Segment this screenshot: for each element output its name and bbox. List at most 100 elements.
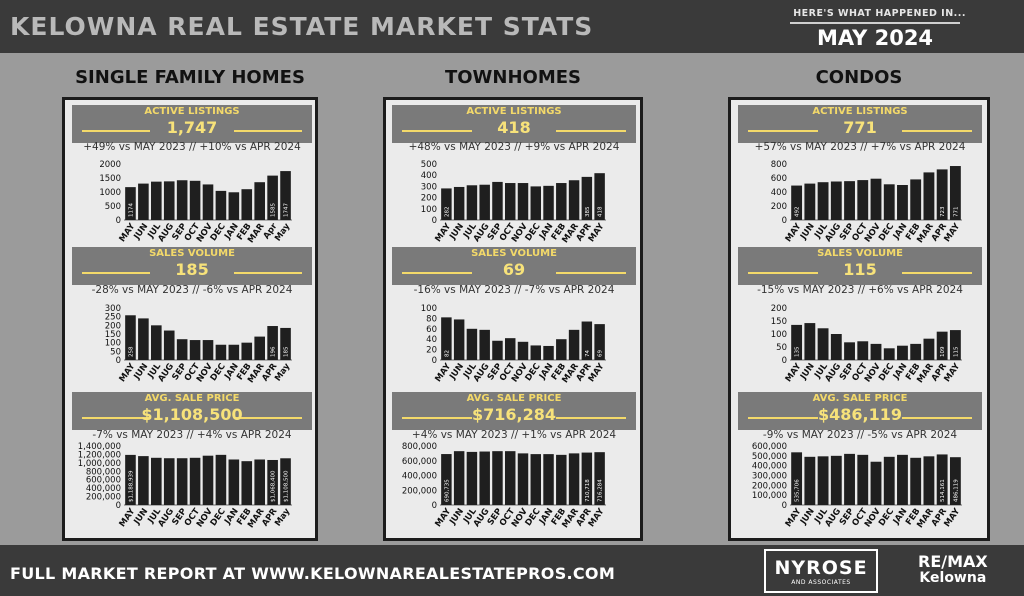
footer-bar: FULL MARKET REPORT AT WWW.KELOWNAREALEST… [0,545,1024,596]
bar-feb [910,179,922,220]
y-tick-label: 20 [426,346,437,356]
metric-line-right [234,417,302,419]
x-tick-label: MAY [942,221,962,244]
bar-may [441,317,452,360]
x-tick-label: MAY [587,221,607,244]
bar-nov [202,340,214,360]
bar-mar [568,329,580,360]
x-tick-label: MAY [587,506,607,529]
bar-feb [556,183,567,220]
y-tick-label: 0 [782,356,787,366]
bar-sep [176,458,188,505]
data-label: 1174 [128,203,134,217]
metric-label: SALES VOLUME [149,248,235,259]
y-tick-label: 100 [105,339,121,349]
page-title: KELOWNA REAL ESTATE MARKET STATS [10,12,594,41]
bar-may [125,454,136,505]
bar-oct [189,457,201,505]
bar-jul [466,328,478,360]
data-label: $1,108,500 [284,470,290,502]
y-tick-label: 150 [105,330,121,340]
bar-apr [581,452,593,505]
bar-dec [530,186,542,220]
metric-label: AVG. SALE PRICE [144,393,240,404]
bar-jul [466,451,478,505]
bar-aug [830,455,842,505]
bar-apr [581,321,593,360]
y-tick-label: 100,000 [752,491,787,501]
bar-may [791,452,803,505]
bar-chart-th-price: 0200,000400,000600,000800,000690,735MAYJ… [402,442,607,530]
x-tick-label: MAY [587,361,607,384]
bar-jul [151,457,162,505]
y-tick-label: 600,000 [86,476,121,486]
metric-box-co-sales: SALES VOLUME 115 [738,247,982,285]
bar-chart-sf-price: 0200,000400,000600,000800,0001,000,0001,… [78,442,293,530]
y-tick-label: 40 [426,335,437,345]
x-tick-label: May [273,361,293,383]
bar-chart-co-active: 0200400600800492MAYJUNJULAUGSEPOCTNOVDEC… [771,160,963,245]
bar-sep [492,451,503,505]
y-tick-label: 100 [421,304,437,314]
comparison-text-sf-active: +49% vs MAY 2023 // +10% vs APR 2024 [83,141,301,153]
bar-jan [897,345,908,360]
y-tick-label: 200,000 [752,481,787,491]
bar-aug [830,334,842,360]
bar-jan [228,192,240,220]
y-tick-label: 50 [776,343,787,353]
bar-jun [453,319,465,360]
bar-oct [857,180,869,220]
metric-box-th-sales: SALES VOLUME 69 [392,247,636,285]
data-label: 690,735 [444,479,450,502]
y-tick-label: 500 [105,202,121,212]
y-tick-label: 150 [771,317,787,327]
metric-line-left [748,130,818,132]
y-tick-label: 200,000 [86,493,121,503]
bar-oct [189,340,201,360]
comparison-text-co-active: +57% vs MAY 2023 // +7% vs APR 2024 [754,141,966,153]
x-tick-label: MAY [942,361,962,384]
data-label: 1585 [271,203,277,217]
bar-apr [267,459,278,505]
bar-aug [163,181,175,220]
nyrose-logo: NYROSE AND ASSOCIATES [764,549,878,593]
data-label: 385 [585,206,591,217]
data-label: 418 [598,206,604,217]
y-tick-label: 300 [105,304,121,314]
bar-apr [581,176,593,220]
data-label: 282 [444,207,450,218]
data-label: 135 [795,346,801,357]
bar-mar [923,338,935,360]
bar-feb [556,339,567,360]
bar-chart-co-price: 0100,000200,000300,000400,000500,000600,… [752,442,963,530]
bar-may [441,188,452,220]
footer-report-link[interactable]: FULL MARKET REPORT AT WWW.KELOWNAREALEST… [10,564,616,583]
metric-line-left [82,130,150,132]
bar-sep [176,339,188,360]
bar-feb [556,454,567,505]
metric-line-left [402,417,472,419]
comparison-text-sf-sales: -28% vs MAY 2023 // -6% vs APR 2024 [91,284,293,296]
bar-aug [479,329,490,360]
metric-label: ACTIVE LISTINGS [466,106,562,117]
y-tick-label: 0 [432,216,437,226]
bar-mar [254,459,265,505]
y-tick-label: 200 [421,194,437,204]
bar-oct [857,454,869,505]
bar-dec [215,344,227,360]
y-tick-label: 50 [110,347,121,357]
bar-oct [504,183,516,220]
bar-nov [517,341,529,360]
bar-jul [817,456,829,505]
y-tick-label: 0 [782,216,787,226]
bar-may [125,315,136,360]
metric-label: ACTIVE LISTINGS [812,106,908,117]
y-tick-label: 0 [116,356,121,366]
bar-mar [254,336,265,360]
bar-apr [936,331,948,360]
bar-dec [215,454,227,505]
bar-aug [163,458,175,505]
metric-value: $1,108,500 [141,405,243,424]
bar-aug [479,451,490,505]
y-tick-label: 400,000 [86,484,121,494]
